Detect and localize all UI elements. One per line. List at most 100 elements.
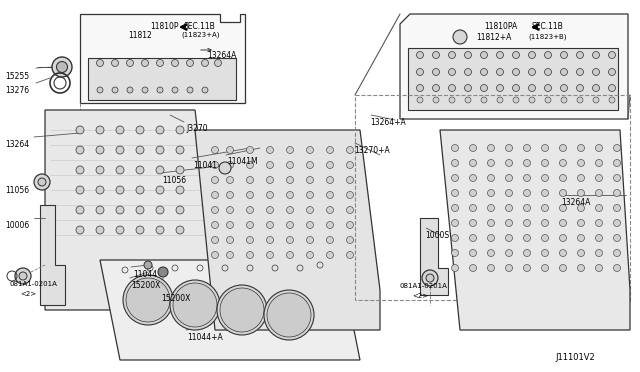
Circle shape	[287, 161, 294, 169]
Polygon shape	[100, 260, 360, 360]
Polygon shape	[420, 218, 448, 295]
Circle shape	[541, 250, 548, 257]
Circle shape	[266, 237, 273, 244]
Circle shape	[227, 176, 234, 183]
Circle shape	[577, 144, 584, 151]
Circle shape	[541, 144, 548, 151]
Circle shape	[56, 61, 67, 73]
Circle shape	[287, 192, 294, 199]
Circle shape	[426, 274, 434, 282]
Circle shape	[465, 51, 472, 58]
Circle shape	[470, 144, 477, 151]
Text: 11810PA: 11810PA	[484, 22, 517, 31]
Circle shape	[451, 144, 458, 151]
Text: (11823+B): (11823+B)	[528, 33, 566, 39]
Text: <2>: <2>	[412, 293, 428, 299]
Circle shape	[116, 166, 124, 174]
Circle shape	[227, 147, 234, 154]
Circle shape	[307, 206, 314, 214]
Bar	[408, 48, 618, 110]
Circle shape	[156, 226, 164, 234]
Circle shape	[346, 147, 353, 154]
Circle shape	[541, 264, 548, 272]
Circle shape	[524, 264, 531, 272]
Circle shape	[577, 97, 583, 103]
Circle shape	[287, 237, 294, 244]
Circle shape	[595, 174, 602, 182]
Circle shape	[559, 219, 566, 227]
Circle shape	[211, 206, 218, 214]
Circle shape	[541, 219, 548, 227]
Circle shape	[211, 147, 218, 154]
Circle shape	[142, 87, 148, 93]
Circle shape	[346, 176, 353, 183]
Circle shape	[497, 97, 503, 103]
Circle shape	[158, 267, 168, 277]
Text: 11812+A: 11812+A	[476, 33, 511, 42]
Circle shape	[506, 160, 513, 167]
Circle shape	[595, 144, 602, 151]
Circle shape	[541, 234, 548, 241]
Circle shape	[34, 174, 50, 190]
Circle shape	[307, 147, 314, 154]
Circle shape	[506, 205, 513, 212]
Circle shape	[451, 219, 458, 227]
Circle shape	[307, 161, 314, 169]
Circle shape	[559, 205, 566, 212]
Text: 11056: 11056	[5, 186, 29, 195]
Circle shape	[172, 60, 179, 67]
Circle shape	[614, 189, 621, 196]
Circle shape	[136, 206, 144, 214]
Circle shape	[326, 206, 333, 214]
Circle shape	[176, 226, 184, 234]
Circle shape	[287, 176, 294, 183]
Circle shape	[433, 51, 440, 58]
Circle shape	[577, 234, 584, 241]
Circle shape	[614, 205, 621, 212]
Circle shape	[593, 84, 600, 92]
Circle shape	[346, 192, 353, 199]
Circle shape	[136, 146, 144, 154]
Circle shape	[264, 290, 314, 340]
Circle shape	[614, 219, 621, 227]
Circle shape	[211, 161, 218, 169]
Circle shape	[506, 234, 513, 241]
Circle shape	[488, 189, 495, 196]
Circle shape	[227, 221, 234, 228]
Circle shape	[513, 97, 519, 103]
Circle shape	[593, 51, 600, 58]
Circle shape	[595, 189, 602, 196]
Circle shape	[595, 234, 602, 241]
Circle shape	[96, 226, 104, 234]
Circle shape	[97, 60, 104, 67]
Circle shape	[497, 51, 504, 58]
Text: 15200X: 15200X	[131, 281, 161, 290]
Circle shape	[417, 84, 424, 92]
Text: J3270: J3270	[186, 124, 207, 133]
Circle shape	[609, 68, 616, 76]
Circle shape	[76, 206, 84, 214]
Text: 13276: 13276	[5, 86, 29, 95]
Circle shape	[614, 144, 621, 151]
Circle shape	[170, 280, 220, 330]
Circle shape	[451, 160, 458, 167]
Circle shape	[451, 205, 458, 212]
Circle shape	[266, 192, 273, 199]
Circle shape	[287, 221, 294, 228]
Circle shape	[449, 97, 455, 103]
Circle shape	[524, 160, 531, 167]
Circle shape	[246, 147, 253, 154]
Circle shape	[211, 251, 218, 259]
Circle shape	[186, 60, 193, 67]
Circle shape	[266, 251, 273, 259]
Circle shape	[497, 84, 504, 92]
Circle shape	[172, 87, 178, 93]
Circle shape	[116, 186, 124, 194]
Polygon shape	[40, 205, 65, 305]
Circle shape	[246, 176, 253, 183]
Circle shape	[220, 288, 264, 332]
Text: 081A1-0201A: 081A1-0201A	[400, 283, 448, 289]
Circle shape	[614, 174, 621, 182]
Circle shape	[246, 221, 253, 228]
Circle shape	[156, 186, 164, 194]
